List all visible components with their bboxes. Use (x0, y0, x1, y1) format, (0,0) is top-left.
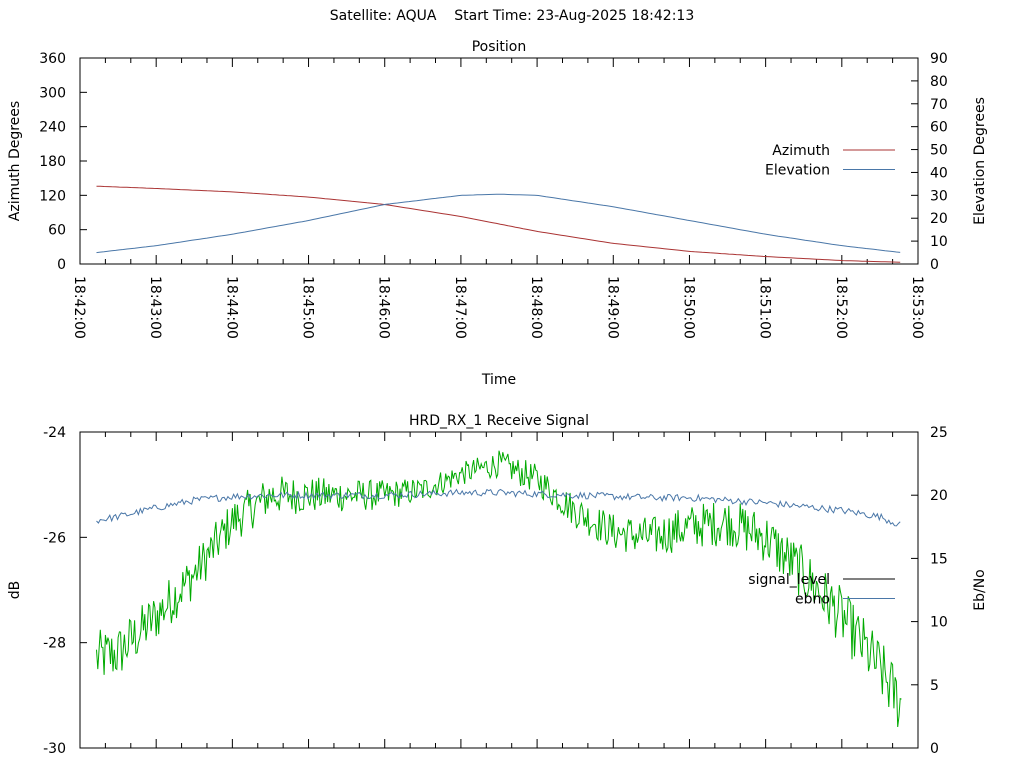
y2-axis-label: Elevation Degrees (972, 97, 988, 225)
legend-label: signal_level (748, 572, 830, 588)
y-tick-label: 360 (39, 51, 66, 67)
y2-tick-label: 10 (930, 234, 948, 250)
x-tick-label: 18:42:00 (71, 276, 87, 339)
x-tick-label: 18:50:00 (680, 276, 696, 339)
y2-tick-label: 60 (930, 120, 948, 136)
y2-tick-label: 70 (930, 97, 948, 113)
y-tick-label: 180 (39, 154, 66, 170)
y-tick-label: -28 (43, 636, 66, 652)
y2-tick-label: 40 (930, 165, 948, 181)
series-line-ebno (96, 488, 901, 527)
y2-tick-label: 90 (930, 51, 948, 67)
y-tick-label: 300 (39, 85, 66, 101)
x-tick-label: 18:47:00 (452, 276, 468, 339)
plot-frame (79, 431, 919, 749)
y2-tick-label: 5 (930, 678, 939, 694)
x-tick-label: 18:49:00 (604, 276, 620, 339)
x-axis-label: Time (481, 372, 516, 388)
x-tick-label: 18:45:00 (300, 276, 316, 339)
y-tick-label: 60 (48, 223, 66, 239)
y-tick-label: -30 (43, 741, 66, 757)
y2-tick-label: 0 (930, 257, 939, 273)
chart-supertitle: Satellite: AQUA Start Time: 23-Aug-2025 … (0, 8, 1024, 24)
y2-tick-label: 10 (930, 615, 948, 631)
y-tick-label: 120 (39, 188, 66, 204)
y2-tick-label: 25 (930, 425, 948, 441)
y-axis-label: dB (7, 581, 23, 600)
y2-tick-label: 15 (930, 551, 948, 567)
x-tick-label: 18:48:00 (528, 276, 544, 339)
receive-signal-chart: HRD_RX_1 Receive Signal -30 -28 -26 -24 0 5 10 1… (7, 413, 988, 757)
series-line-azimuth (96, 185, 901, 263)
y2-axis-label: Eb/No (972, 569, 988, 611)
plot-frame (79, 57, 919, 265)
x-tick-label: 18:43:00 (147, 276, 163, 339)
y2-tick-label: 20 (930, 488, 948, 504)
legend-label: ebno (795, 592, 830, 608)
y2-tick-label: 80 (930, 74, 948, 90)
satellite-label: Satellite: AQUA (329, 8, 437, 24)
x-tick-label: 18:44:00 (223, 276, 239, 339)
y-tick-label: -26 (43, 530, 66, 546)
series-line-elevation (96, 193, 901, 254)
position-chart: Position 0 60 120 180 240 300 360 0 10 20 30 40 50 60 7… (7, 39, 988, 388)
legend-label: Elevation (765, 163, 830, 179)
y2-tick-label: 0 (930, 741, 939, 757)
y-tick-label: -24 (43, 425, 66, 441)
y2-tick-label: 20 (930, 211, 948, 227)
x-tick-label: 18:46:00 (376, 276, 392, 339)
y2-tick-label: 50 (930, 143, 948, 159)
start-time-label: Start Time: 23-Aug-2025 18:42:13 (454, 8, 695, 24)
chart-title: HRD_RX_1 Receive Signal (409, 413, 589, 429)
chart-title: Position (472, 39, 527, 55)
y-tick-label: 240 (39, 120, 66, 136)
x-tick-label: 18:51:00 (757, 276, 773, 339)
y2-tick-label: 30 (930, 188, 948, 204)
x-tick-label: 18:53:00 (909, 276, 925, 339)
y-tick-label: 0 (57, 257, 66, 273)
legend-label: Azimuth (772, 143, 830, 159)
y-axis-label: Azimuth Degrees (7, 101, 23, 221)
series-line-signal-level (96, 450, 902, 728)
x-tick-label: 18:52:00 (833, 276, 849, 339)
